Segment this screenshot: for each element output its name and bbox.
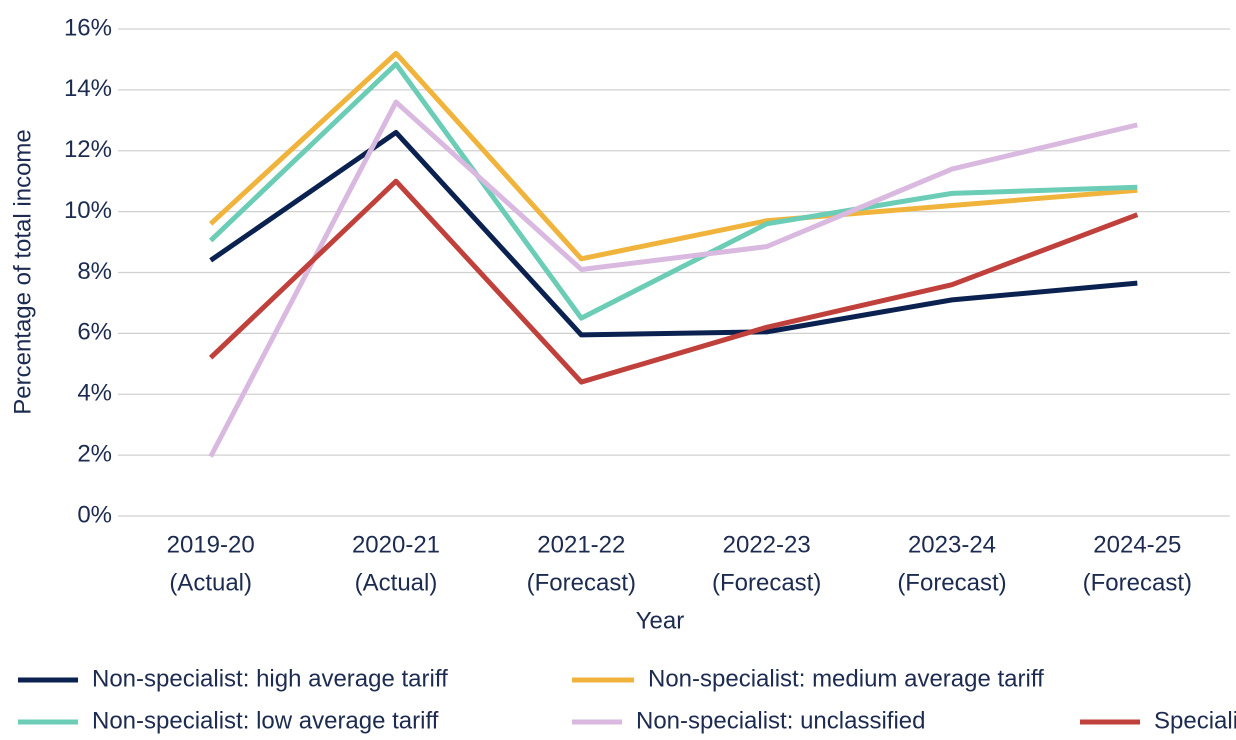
x-tick-label: 2021-22 — [537, 531, 625, 558]
y-tick-label: 0% — [77, 501, 112, 528]
y-tick-label: 16% — [64, 14, 112, 41]
y-tick-label: 2% — [77, 440, 112, 467]
x-tick-label: (Actual) — [169, 569, 252, 596]
y-tick-label: 4% — [77, 380, 112, 407]
y-tick-label: 12% — [64, 136, 112, 163]
y-tick-label: 6% — [77, 319, 112, 346]
y-tick-label: 8% — [77, 258, 112, 285]
x-tick-label: 2019-20 — [167, 531, 255, 558]
x-tick-label: (Forecast) — [1083, 569, 1192, 596]
series-line — [208, 61, 1138, 321]
legend-label: Non-specialist: high average tariff — [92, 665, 448, 692]
x-tick-label: 2020-21 — [352, 531, 440, 558]
x-tick-label: 2022-23 — [723, 531, 811, 558]
legend-label: Non-specialist: low average tariff — [92, 707, 439, 734]
legend-label: Specialist — [1154, 707, 1236, 734]
series-line — [209, 129, 1138, 338]
series-line — [208, 99, 1138, 458]
y-axis-label: Percentage of total income — [9, 129, 36, 415]
series-line — [208, 50, 1138, 262]
x-axis-label: Year — [636, 607, 685, 634]
x-tick-label: 2023-24 — [908, 531, 996, 558]
x-tick-label: (Actual) — [355, 569, 438, 596]
series-line — [208, 178, 1139, 385]
legend-label: Non-specialist: unclassified — [636, 707, 925, 734]
y-tick-label: 10% — [64, 197, 112, 224]
x-tick-label: (Forecast) — [712, 569, 821, 596]
x-tick-label: (Forecast) — [897, 569, 1006, 596]
y-tick-label: 14% — [64, 75, 112, 102]
x-tick-label: 2024-25 — [1093, 531, 1181, 558]
x-tick-label: (Forecast) — [527, 569, 636, 596]
legend-label: Non-specialist: medium average tariff — [648, 665, 1044, 692]
